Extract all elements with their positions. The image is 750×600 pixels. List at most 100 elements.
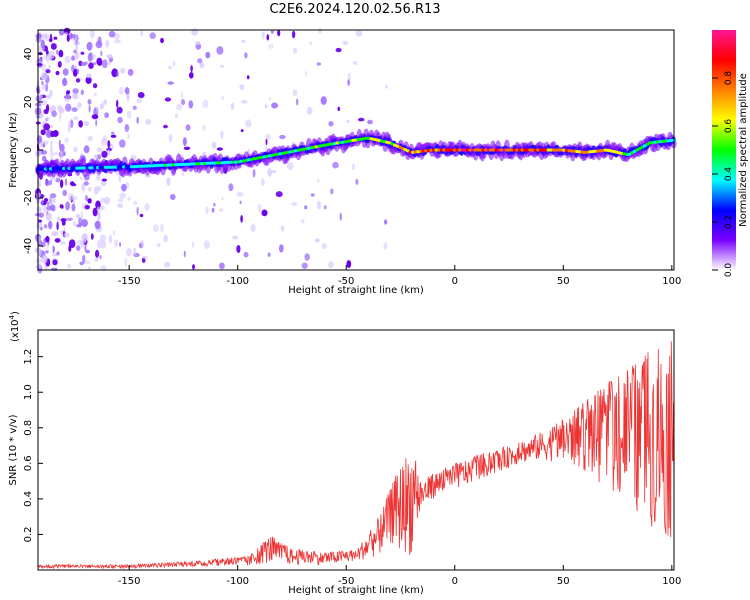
noise-speckle [83, 260, 91, 265]
noise-speckle [133, 200, 138, 206]
snr-x-tick-label: -150 [118, 576, 141, 587]
noise-speckle [50, 124, 54, 128]
noise-speckle [216, 147, 223, 151]
noise-speckle [119, 139, 126, 148]
noise-speckle [55, 70, 60, 76]
noise-speckle [52, 259, 58, 266]
snr-y-tick-label: 1.0 [23, 384, 34, 400]
noise-speckle [189, 72, 194, 79]
noise-speckle [90, 233, 94, 240]
noise-speckle [239, 200, 242, 205]
noise-speckle [124, 257, 128, 267]
colorbar: 0.0 0.2 0.4 0.6 0.8 Normalized spectral ampl… [712, 30, 749, 277]
noise-speckle [163, 261, 171, 268]
noise-speckle [86, 41, 93, 51]
noise-speckle [337, 106, 341, 111]
noise-speckle [101, 150, 108, 158]
noise-speckle [99, 255, 102, 260]
noise-speckle [53, 197, 56, 204]
heatmap-x-tick-label: 100 [662, 276, 681, 287]
noise-speckle [108, 30, 116, 38]
noise-speckle [346, 119, 350, 124]
noise-speckle [314, 238, 320, 243]
noise-speckle [202, 99, 209, 108]
noise-speckle [45, 53, 50, 63]
noise-speckle [40, 112, 45, 118]
noise-speckle [43, 224, 48, 229]
noise-speckle [168, 65, 172, 70]
noise-speckle [41, 72, 48, 81]
noise-speckle [95, 106, 99, 113]
heatmap-ridge [35, 128, 677, 178]
noise-speckle [59, 241, 66, 245]
snr-multiplier-close: ) [10, 311, 21, 315]
noise-speckle [271, 169, 277, 174]
noise-speckle [121, 183, 127, 192]
noise-speckle [62, 189, 67, 197]
noise-speckle [99, 234, 107, 242]
noise-speckle [64, 137, 69, 144]
noise-speckle [355, 30, 363, 37]
noise-speckle [133, 247, 137, 256]
noise-speckle [87, 186, 92, 192]
noise-speckle [126, 94, 130, 102]
noise-speckle [221, 95, 224, 100]
noise-speckle [100, 265, 107, 271]
noise-speckle [160, 37, 164, 44]
noise-speckle [292, 47, 298, 54]
noise-speckle [112, 230, 116, 236]
noise-speckle [139, 213, 144, 218]
noise-speckle [85, 61, 88, 65]
noise-speckle [54, 238, 61, 243]
snr-frame [37, 329, 675, 571]
noise-speckle [60, 218, 67, 222]
noise-speckle [36, 206, 42, 213]
noise-speckle [95, 221, 100, 228]
noise-speckle [41, 254, 48, 264]
noise-speckle [36, 33, 42, 39]
noise-speckle [264, 104, 268, 109]
noise-speckle [291, 202, 298, 206]
snr-y-tick-label: 0.8 [23, 420, 34, 436]
colorbar-label: Normalized spectral amplitude [738, 73, 749, 227]
noise-speckle [66, 34, 70, 42]
noise-speckle [156, 243, 161, 248]
noise-speckle [385, 84, 388, 89]
noise-speckle [99, 205, 105, 211]
noise-speckle [357, 117, 365, 122]
noise-speckle [58, 28, 65, 36]
noise-speckle [57, 61, 62, 68]
noise-speckle [197, 58, 203, 64]
noise-speckle [72, 221, 77, 227]
noise-speckle [49, 89, 53, 97]
noise-speckle [75, 78, 81, 83]
noise-speckle [124, 87, 130, 95]
noise-speckle [40, 129, 46, 136]
noise-speckle [48, 220, 53, 230]
noise-speckle [116, 70, 119, 78]
noise-speckle [260, 178, 265, 186]
noise-speckle [125, 248, 132, 257]
snr-y-tick-label: 0.6 [23, 455, 34, 471]
noise-speckle [347, 72, 351, 82]
noise-speckle [172, 60, 176, 67]
noise-speckle [59, 179, 64, 189]
noise-speckle [352, 163, 355, 171]
noise-speckle [335, 47, 342, 53]
noise-speckle [181, 99, 186, 106]
noise-speckle [92, 207, 98, 217]
noise-speckle [167, 81, 174, 85]
noise-speckle [47, 129, 50, 138]
snr-y-tick-label: 0.4 [23, 491, 34, 507]
snr-panel: -150 -100 -50 0 50 100 0.2 0.4 0.6 0.8 1.0 1.2 Hei… [8, 311, 681, 596]
noise-speckle [93, 92, 97, 97]
noise-speckle [103, 196, 111, 205]
heatmap-y-tick-label: 0 [23, 147, 34, 153]
noise-speckle [170, 194, 176, 200]
noise-speckle [64, 32, 68, 36]
noise-speckle [317, 178, 320, 183]
noise-speckle [83, 145, 90, 154]
noise-speckle [240, 215, 243, 223]
noise-speckle [304, 253, 310, 261]
noise-speckle [199, 61, 205, 69]
